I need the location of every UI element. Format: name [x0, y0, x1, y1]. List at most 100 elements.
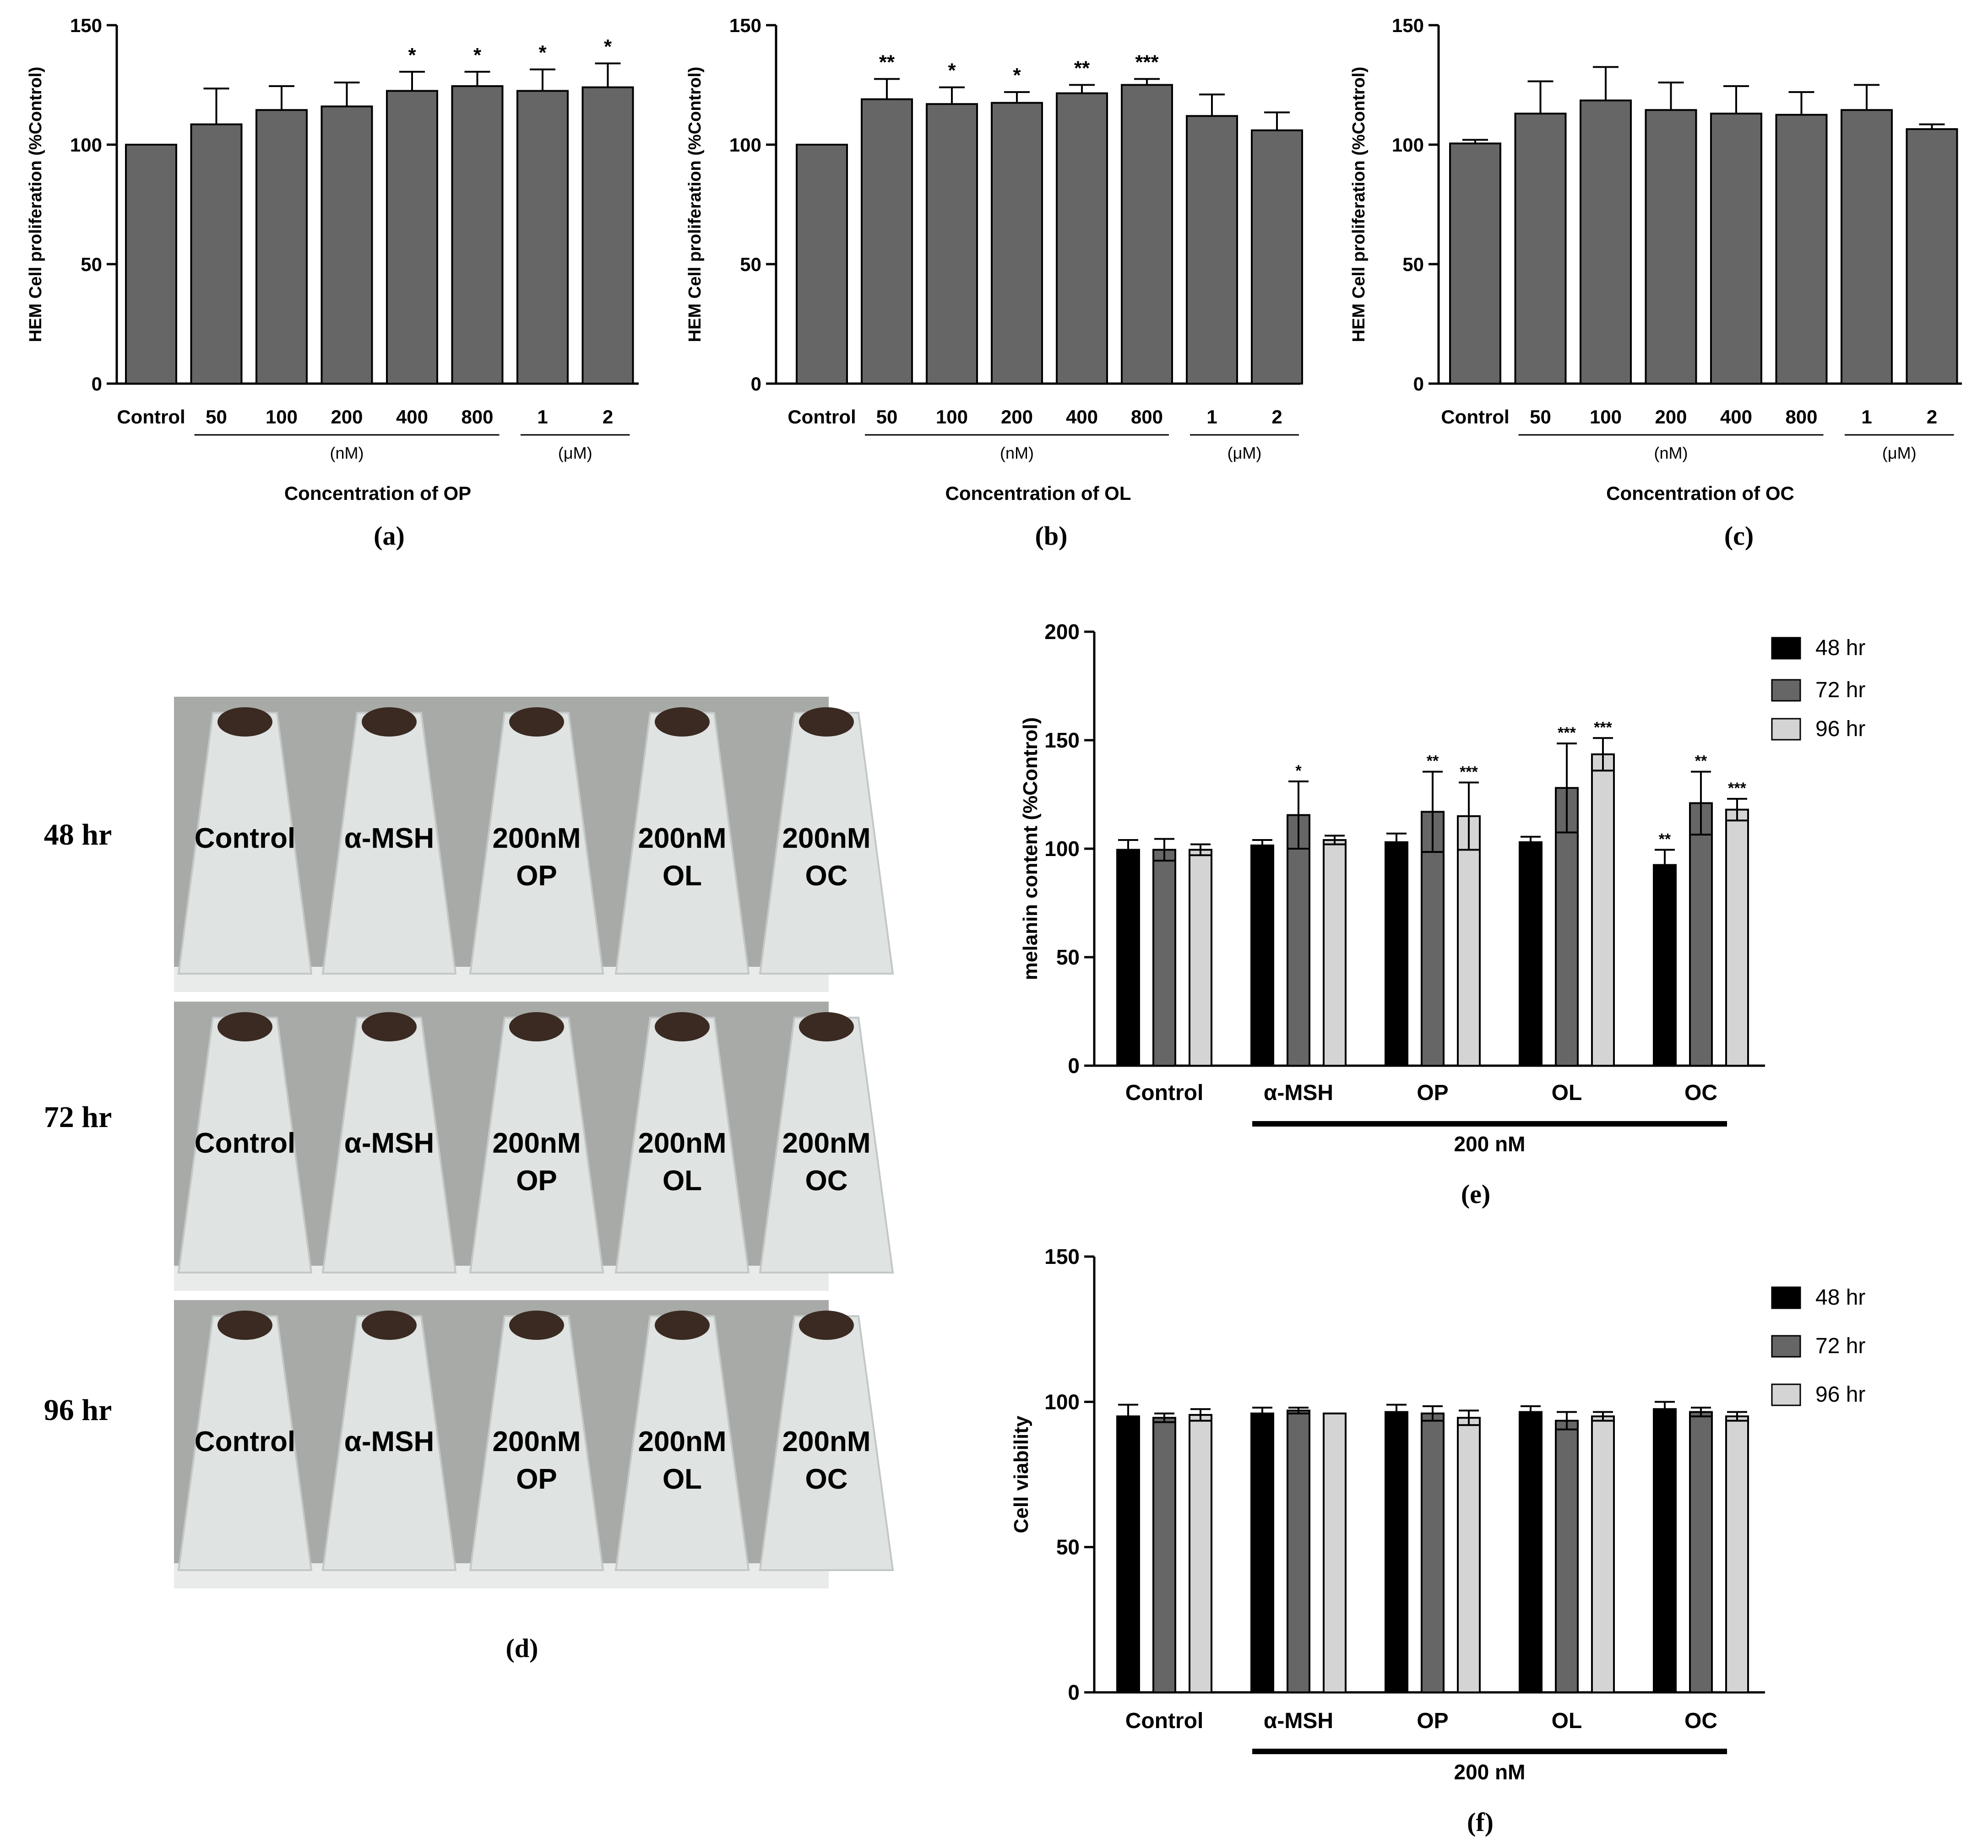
y-axis-label: melanin content (%Control) — [1019, 717, 1042, 980]
melanin-pellet — [362, 1012, 417, 1041]
panel-label-d: (d) — [506, 1633, 538, 1663]
legend-swatch — [1771, 679, 1801, 702]
bar — [1287, 1409, 1310, 1693]
legend-swatch — [1771, 1383, 1801, 1406]
bar — [1421, 811, 1445, 1067]
melanin-pellet — [655, 1012, 710, 1041]
x-tick-label: 100 — [266, 406, 298, 428]
bar — [1689, 802, 1713, 1067]
bar — [1121, 84, 1173, 385]
x-tick-label: 1 — [1861, 406, 1872, 428]
panel-label-e: (e) — [1461, 1179, 1490, 1209]
x-tick-label: 50 — [876, 406, 898, 428]
bar — [1653, 864, 1677, 1067]
panel-label-a: (a) — [374, 521, 405, 551]
significance-mark: * — [1295, 762, 1302, 780]
panel-label-f: (f) — [1467, 1807, 1494, 1837]
tube-label: α-MSH — [344, 1426, 435, 1458]
significance-mark: *** — [1460, 763, 1478, 780]
tube-label: 200nM — [638, 823, 727, 854]
tube-label: Control — [195, 1426, 295, 1458]
significance-mark: ** — [1074, 57, 1090, 80]
bar — [1287, 814, 1310, 1067]
bar — [1152, 1417, 1176, 1693]
significance-mark: *** — [1135, 51, 1159, 73]
x-tick-label: 50 — [1530, 406, 1551, 428]
x-tick-label: Control — [788, 406, 856, 428]
tube-label: α-MSH — [344, 823, 435, 854]
x-tick-label: OL — [1552, 1081, 1582, 1105]
melanin-pellet — [655, 1311, 710, 1340]
photo-row-label: 48 hr — [44, 818, 112, 851]
melanin-pellet — [362, 707, 417, 737]
bar — [1152, 849, 1176, 1067]
melanin-pellet — [509, 1012, 564, 1041]
bar — [1250, 1412, 1274, 1693]
significance-mark: *** — [1594, 719, 1612, 736]
y-axis-label: HEM Cell proliferation (%Control) — [26, 67, 45, 342]
significance-mark: * — [473, 44, 482, 66]
y-tick-label: 150 — [729, 15, 761, 36]
bar — [1555, 787, 1579, 1067]
significance-mark: ** — [1695, 753, 1707, 770]
y-axis-label: HEM Cell proliferation (%Control) — [685, 67, 705, 342]
bar — [1725, 1415, 1749, 1693]
tube-label: 200nM — [638, 1426, 727, 1458]
group-label: 200 nM — [1454, 1760, 1526, 1784]
tube-label-line2: OC — [805, 860, 848, 892]
y-tick-label: 0 — [1413, 373, 1424, 395]
unit-group-label: (μM) — [1228, 444, 1262, 462]
melanin-pellet — [217, 1012, 272, 1041]
panel-label-c: (c) — [1724, 521, 1754, 551]
melanin-pellet — [799, 1311, 854, 1340]
x-tick-label: 200 — [1001, 406, 1033, 428]
legend-label: 96 hr — [1815, 717, 1865, 741]
bar — [1555, 1420, 1579, 1693]
significance-mark: * — [948, 60, 956, 82]
significance-mark: ** — [1659, 830, 1671, 848]
bar — [1591, 753, 1615, 1067]
bar — [1385, 841, 1408, 1067]
bar — [1116, 849, 1140, 1067]
bar — [516, 90, 569, 385]
x-tick-label: Control — [1125, 1709, 1204, 1733]
unit-group-label: (nM) — [330, 444, 364, 462]
bar — [1725, 808, 1749, 1067]
bar — [1323, 1412, 1347, 1693]
bar — [1591, 1415, 1615, 1693]
unit-group-label: (μM) — [1882, 444, 1917, 462]
tube-label: 200nM — [493, 1127, 581, 1159]
significance-mark: * — [538, 42, 547, 64]
bar — [1250, 844, 1274, 1067]
x-tick-label: 100 — [1590, 406, 1622, 428]
significance-mark: * — [604, 36, 612, 58]
tube-label: 200nM — [493, 823, 581, 854]
bar — [1580, 99, 1632, 385]
legend-swatch — [1771, 718, 1801, 741]
bar — [1689, 1411, 1713, 1693]
bar — [1457, 1417, 1481, 1693]
unit-group-label: (nM) — [1654, 444, 1688, 462]
y-tick-label: 50 — [1056, 1535, 1080, 1559]
x-tick-label: α-MSH — [1264, 1709, 1333, 1733]
x-axis-label: Concentration of OC — [1606, 482, 1794, 504]
y-tick-label: 50 — [81, 254, 102, 275]
photo-row-label: 96 hr — [44, 1393, 112, 1427]
y-tick-label: 0 — [1068, 1680, 1080, 1704]
x-tick-label: 100 — [936, 406, 968, 428]
y-tick-label: 50 — [1402, 254, 1424, 275]
melanin-pellet — [217, 1311, 272, 1340]
group-label: 200 nM — [1454, 1132, 1526, 1156]
y-tick-label: 0 — [92, 373, 102, 395]
x-tick-label: 800 — [461, 406, 493, 428]
bar — [796, 144, 848, 385]
y-tick-label: 100 — [729, 134, 761, 156]
bar — [125, 144, 177, 385]
bar — [1653, 1408, 1677, 1693]
bar — [1189, 849, 1212, 1067]
melanin-pellet — [509, 707, 564, 737]
melanin-pellet — [799, 707, 854, 737]
y-tick-label: 200 — [1044, 620, 1080, 644]
